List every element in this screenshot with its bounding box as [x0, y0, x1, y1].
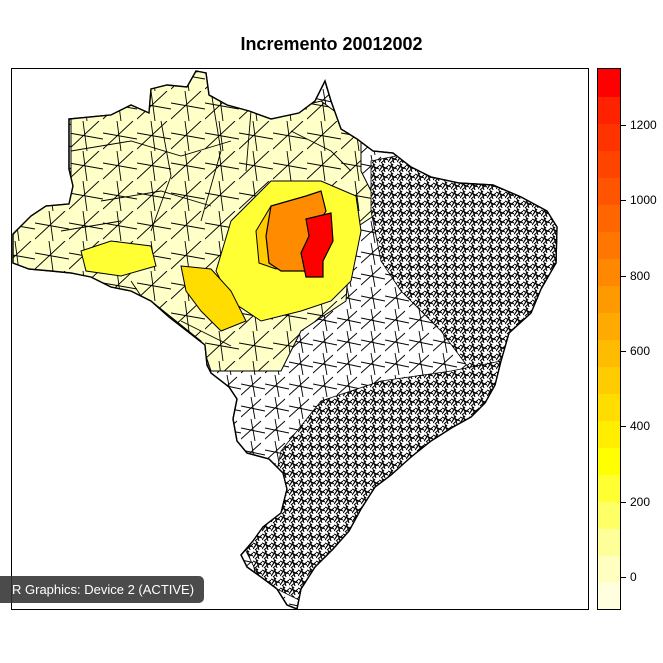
legend-swatch: [598, 501, 620, 529]
legend-swatch: [598, 123, 620, 151]
legend-tick-label: 1000: [630, 193, 657, 208]
legend-tick-mark: [621, 351, 626, 352]
legend-tick-mark: [621, 275, 626, 277]
legend-swatch: [598, 420, 620, 448]
legend-swatch: [598, 258, 620, 286]
legend-tick-mark: [621, 426, 626, 428]
legend-swatch: [598, 447, 620, 475]
legend-swatch: [598, 177, 620, 205]
legend-swatch: [598, 474, 620, 502]
legend-swatch: [598, 69, 620, 97]
legend-swatch: [598, 204, 620, 232]
legend-tick-label: 400: [630, 419, 651, 434]
legend-tick-mark: [621, 125, 626, 126]
legend-swatch: [598, 339, 620, 367]
map-panel: [11, 68, 589, 610]
legend-tick-mark: [621, 501, 626, 503]
legend-swatch: [598, 231, 620, 259]
legend-swatch: [598, 150, 620, 178]
legend-tick-label: 600: [630, 344, 651, 358]
legend-colorbar: [597, 68, 621, 610]
legend-swatch: [598, 366, 620, 394]
legend-tick-label: 800: [630, 268, 651, 283]
legend-tick-mark: [621, 577, 626, 578]
chart-title: Incremento 20012002: [240, 34, 423, 54]
legend-swatch: [598, 285, 620, 313]
legend-swatch: [598, 555, 620, 583]
legend-swatch: [598, 312, 620, 340]
device-status-label: R Graphics: Device 2 (ACTIVE): [0, 576, 205, 603]
brazil-map: [12, 70, 558, 609]
region-red: [300, 212, 334, 278]
region-rondonia-yellow: [180, 265, 247, 332]
legend-swatch: [598, 582, 620, 609]
region-acre-yellow: [80, 240, 157, 277]
legend-tick-mark: [621, 200, 626, 202]
legend-swatch: [598, 393, 620, 421]
brazil-border: [12, 70, 558, 609]
legend-tick-label: 200: [630, 494, 651, 509]
legend-swatch: [598, 528, 620, 556]
legend-tick-label: 0: [630, 570, 637, 584]
legend-tick-label: 1200: [630, 118, 657, 132]
legend-swatch: [598, 96, 620, 124]
